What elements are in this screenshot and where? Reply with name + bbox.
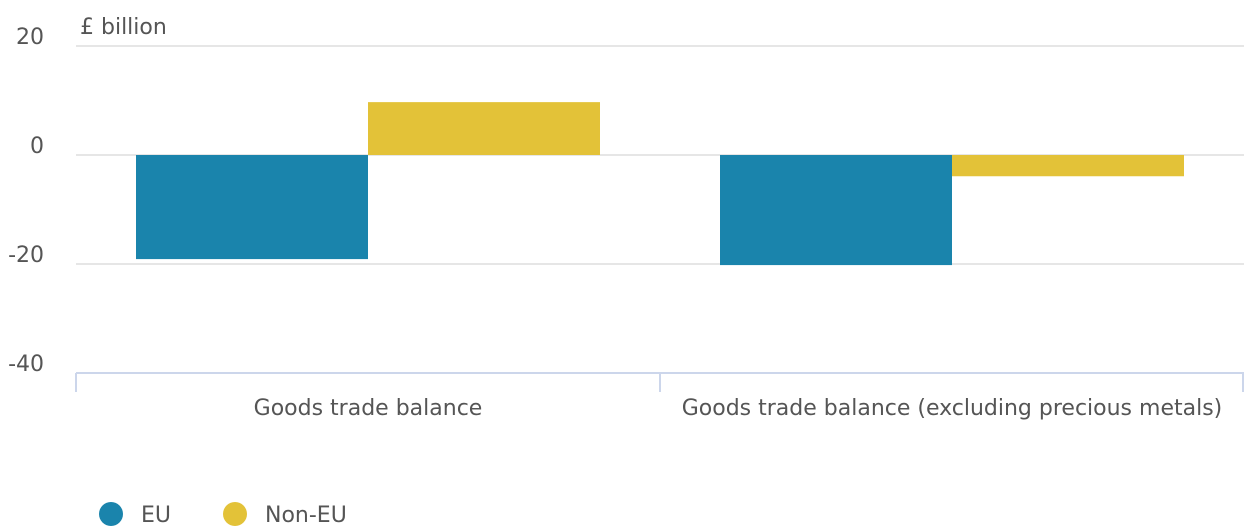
y-tick-label: -40 (8, 352, 44, 377)
x-tick-label: Goods trade balance (excluding precious … (682, 396, 1223, 421)
bar (368, 102, 600, 155)
y-axis-label: £ billion (80, 15, 167, 40)
bar (720, 155, 952, 266)
bar (952, 155, 1184, 177)
legend-swatch (99, 502, 123, 526)
legend-swatch (223, 502, 247, 526)
legend-label: Non-EU (265, 503, 347, 527)
bar (136, 155, 368, 260)
y-tick-label: 20 (16, 25, 44, 50)
y-tick-label: -20 (8, 243, 44, 268)
y-tick-label: 0 (30, 134, 44, 159)
legend-label: EU (141, 503, 171, 527)
x-tick-label: Goods trade balance (254, 396, 483, 421)
